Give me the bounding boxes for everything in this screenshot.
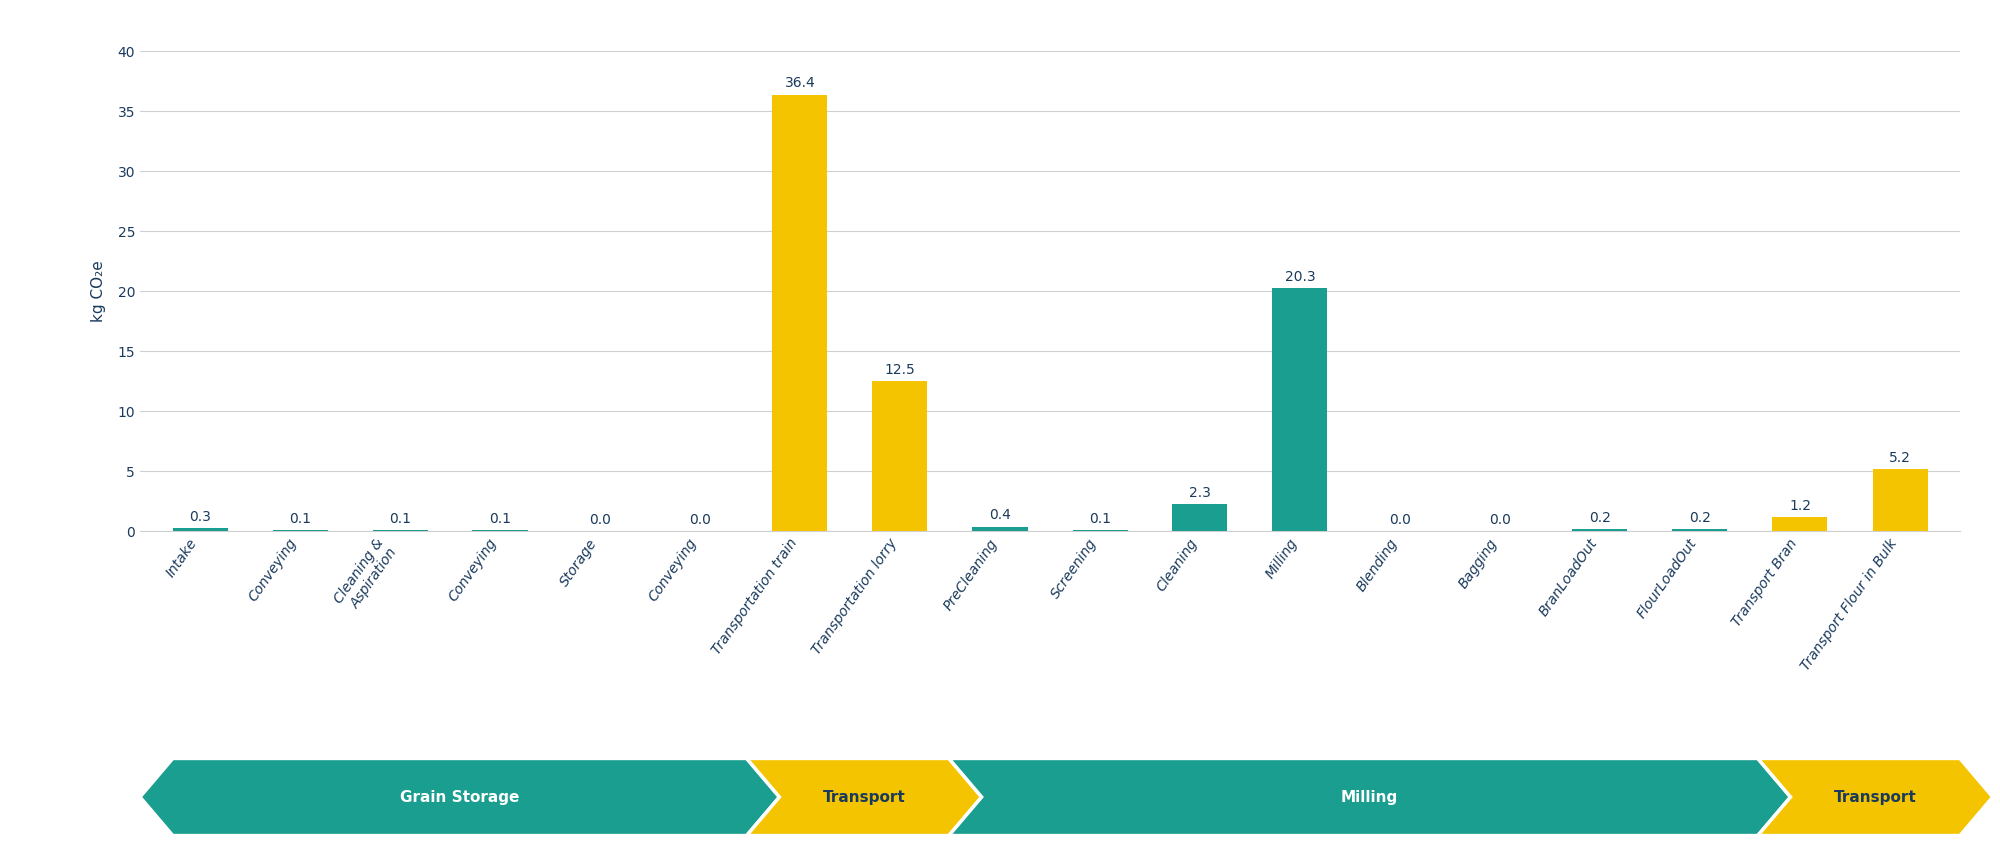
Text: 1.2: 1.2 [1788,499,1810,512]
Polygon shape [1758,758,1992,836]
Bar [1672,529,1728,531]
Bar [1072,530,1128,531]
Text: 12.5: 12.5 [884,363,916,377]
Bar [1872,469,1928,531]
Bar [372,530,428,531]
Text: 0.0: 0.0 [1490,513,1510,527]
Polygon shape [746,758,982,836]
Text: 0.2: 0.2 [1690,511,1710,524]
Text: 2.3: 2.3 [1190,486,1210,500]
Text: 0.0: 0.0 [590,513,610,527]
Text: 0.1: 0.1 [288,512,312,526]
Text: 20.3: 20.3 [1284,270,1316,284]
Text: 0.2: 0.2 [1590,511,1610,524]
Text: Milling: Milling [1342,789,1398,805]
Text: 0.0: 0.0 [1390,513,1410,527]
Bar [1172,504,1228,531]
Text: Grain Storage: Grain Storage [400,789,520,805]
Text: 5.2: 5.2 [1890,451,1910,464]
Bar [1572,529,1628,531]
Bar [472,530,528,531]
Y-axis label: kg CO₂e: kg CO₂e [92,261,106,322]
Bar [1772,517,1828,531]
Bar [972,526,1028,531]
Bar [1272,288,1328,531]
Text: 36.4: 36.4 [784,76,816,90]
Text: 0.4: 0.4 [990,508,1010,523]
Polygon shape [948,758,1790,836]
Text: 0.1: 0.1 [1088,512,1112,526]
Text: 0.1: 0.1 [388,512,412,526]
Text: 0.1: 0.1 [488,512,510,526]
Text: 0.3: 0.3 [190,510,210,524]
Text: Transport: Transport [1834,789,1916,805]
Bar [172,528,228,531]
Text: 0.0: 0.0 [690,513,710,527]
Text: Transport: Transport [822,789,906,805]
Bar [872,381,928,531]
Polygon shape [140,758,780,836]
Bar [772,94,828,531]
Bar [272,530,328,531]
